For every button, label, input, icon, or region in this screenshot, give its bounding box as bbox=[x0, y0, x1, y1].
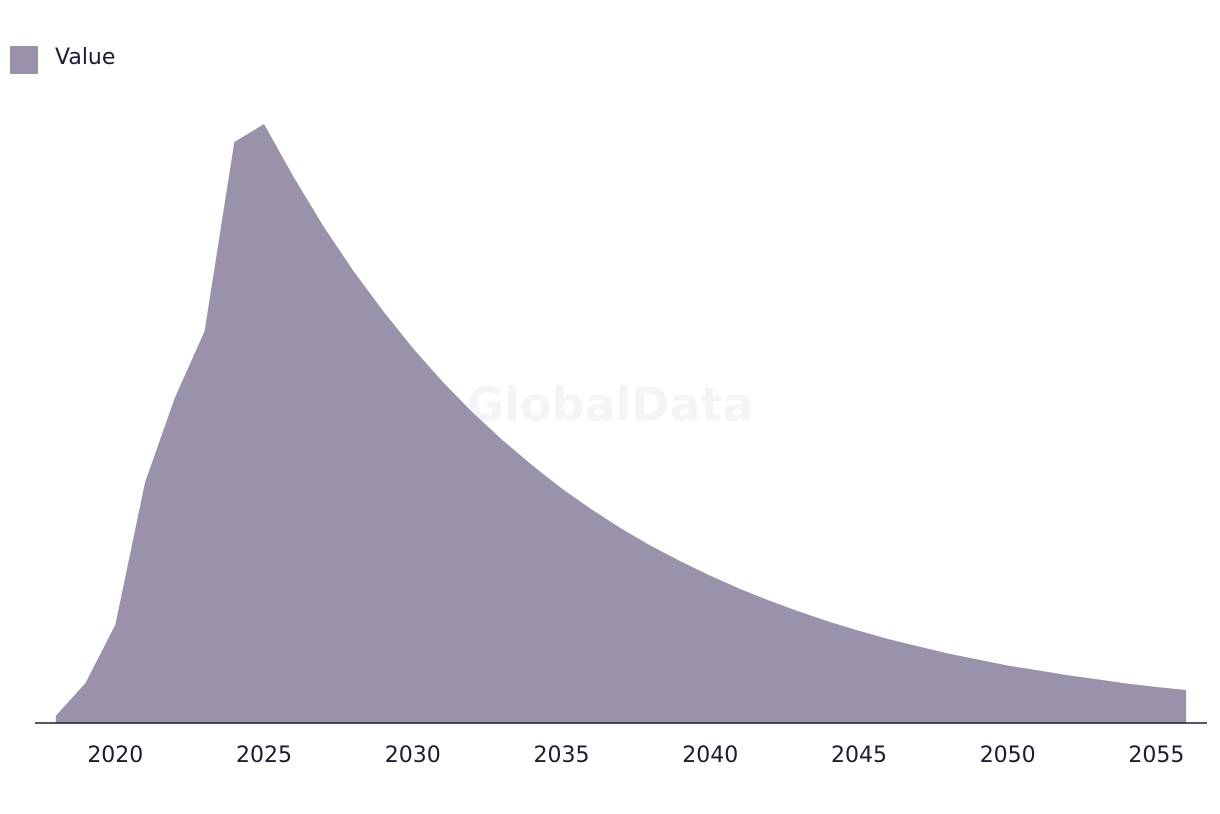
legend-swatch bbox=[10, 46, 38, 74]
x-tick-label: 2020 bbox=[87, 743, 143, 768]
x-tick-label: 2055 bbox=[1128, 743, 1184, 768]
legend-label: Value bbox=[55, 45, 115, 70]
x-tick-label: 2035 bbox=[534, 743, 590, 768]
area bbox=[55, 124, 1187, 723]
x-tick-label: 2030 bbox=[385, 743, 441, 768]
x-tick-label: 2025 bbox=[236, 743, 292, 768]
x-tick-label: 2040 bbox=[682, 743, 738, 768]
x-tick-label: 2050 bbox=[980, 743, 1036, 768]
watermark: GlobalData bbox=[466, 378, 753, 432]
x-tick-label: 2045 bbox=[831, 743, 887, 768]
